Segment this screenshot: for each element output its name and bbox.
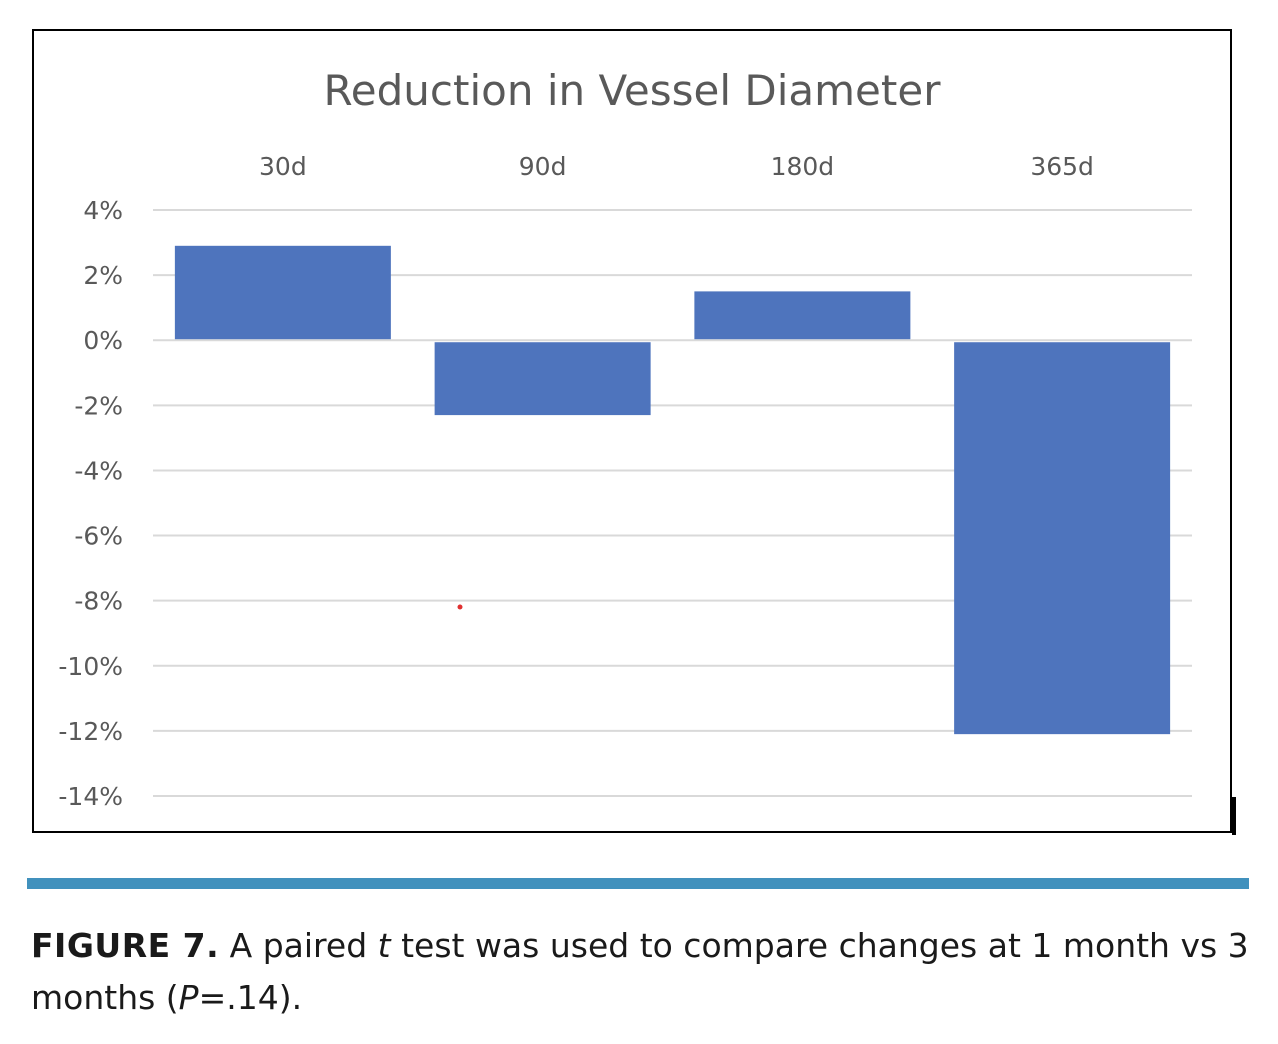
- y-tick-label: 2%: [83, 261, 123, 290]
- caption-text-3: =.14).: [198, 978, 303, 1017]
- caption-text-2: test was used to compare changes at 1 mo…: [31, 926, 1249, 1017]
- caption-text-1: A paired: [219, 926, 378, 965]
- bars: [174, 245, 1171, 735]
- category-labels: 30d 90d 180d 365d: [259, 152, 1094, 181]
- category-label: 365d: [1030, 152, 1094, 181]
- y-tick-label: -8%: [74, 587, 123, 616]
- bar: [434, 342, 651, 416]
- y-tick-label: -2%: [74, 391, 123, 420]
- caption-italic-p: P: [178, 978, 199, 1017]
- figure-caption: FIGURE 7. A paired t test was used to co…: [31, 920, 1256, 1024]
- category-label: 30d: [259, 152, 307, 181]
- frame-corner-mark: [1232, 797, 1236, 835]
- figure-divider: [27, 878, 1249, 889]
- caption-lead: FIGURE 7.: [31, 926, 220, 965]
- bar-chart: Reduction in Vessel Diameter 4% 2% 0% -2% -4…: [58, 66, 1192, 811]
- y-tick-label: -6%: [74, 522, 123, 551]
- chart-title: Reduction in Vessel Diameter: [324, 66, 942, 115]
- y-tick-label: -10%: [58, 652, 123, 681]
- y-tick-label: 0%: [83, 326, 123, 355]
- y-tick-label: -12%: [58, 717, 123, 746]
- caption-italic-t: t: [377, 926, 391, 965]
- y-tick-label: -14%: [58, 782, 123, 811]
- y-axis-ticks: 4% 2% 0% -2% -4% -6% -8% -10% -12% -14%: [58, 196, 123, 811]
- bar: [694, 291, 911, 340]
- y-tick-label: 4%: [83, 196, 123, 225]
- bar: [954, 342, 1171, 735]
- category-label: 180d: [771, 152, 835, 181]
- y-tick-label: -4%: [74, 456, 123, 485]
- bar: [174, 245, 391, 340]
- stray-marker: [457, 604, 463, 610]
- category-label: 90d: [519, 152, 567, 181]
